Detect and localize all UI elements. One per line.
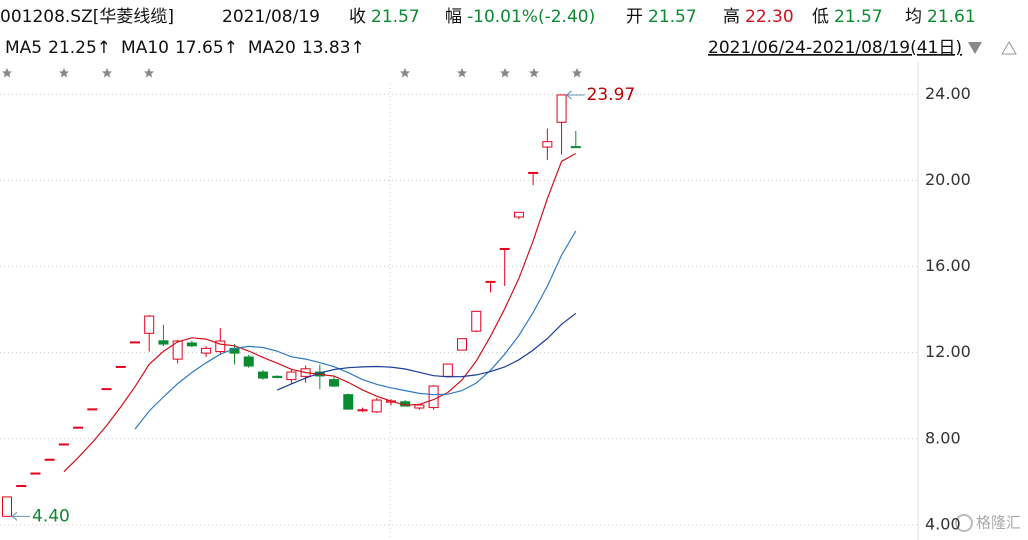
candle-body	[215, 340, 226, 353]
candle-body	[442, 363, 453, 377]
legend-name: MA10	[121, 38, 169, 58]
candle-body	[201, 347, 212, 354]
settings-icon[interactable]	[1001, 41, 1017, 55]
y-tick-label: 16.00	[925, 256, 971, 275]
y-tick-label: 20.00	[925, 170, 971, 189]
ma-line	[63, 152, 577, 473]
legend-value: 13.83↑	[302, 38, 365, 58]
candle-body	[457, 338, 468, 351]
info-value: 21.61	[927, 7, 976, 27]
candle-body	[542, 141, 553, 148]
info-value: 21.57	[834, 7, 883, 27]
info-value: 22.30	[745, 7, 794, 27]
candle-body	[414, 404, 425, 409]
ma-line	[276, 312, 577, 391]
legend-name: MA20	[248, 38, 296, 58]
candle-body	[570, 146, 581, 149]
info-label: 高	[723, 7, 740, 27]
y-tick-label: 12.00	[925, 342, 971, 361]
candle-body	[485, 280, 496, 283]
candle-body	[513, 211, 524, 218]
candle-body	[115, 365, 126, 368]
candle-body	[58, 443, 69, 446]
y-tick-label: 24.00	[925, 84, 971, 103]
annotation-label: 23.97	[587, 85, 636, 105]
info-label: 幅	[445, 7, 462, 27]
candle-body	[329, 379, 340, 387]
event-stars	[2, 68, 582, 78]
watermark: 格隆汇	[955, 514, 1021, 532]
candle-body	[556, 94, 567, 123]
stock-code: 001208.SZ[华菱线缆]	[0, 7, 174, 27]
info-label: 开	[626, 7, 643, 27]
candle-body	[257, 371, 268, 379]
candle-body	[343, 394, 354, 410]
candle-body	[87, 408, 98, 411]
candle-body	[357, 409, 368, 412]
info-label: 均	[905, 7, 922, 27]
annotation-arrowhead	[565, 90, 572, 100]
legend-name: MA5	[5, 38, 42, 58]
candle-body	[272, 375, 283, 378]
candle-body	[371, 399, 382, 413]
candle-body	[158, 340, 169, 345]
candle-body	[101, 388, 112, 391]
candle-body	[428, 385, 439, 409]
info-label: 收	[349, 7, 366, 27]
legend-value: 21.25↑	[48, 38, 111, 58]
date: 2021/08/19	[222, 7, 320, 27]
candle-body	[73, 426, 84, 429]
annotation-arrowhead	[11, 511, 18, 521]
candle-body	[172, 340, 183, 360]
info-value: 21.57	[371, 7, 420, 27]
candle-body	[528, 171, 539, 174]
candle-body	[471, 310, 482, 332]
ma-line	[134, 230, 577, 430]
candle-body	[44, 458, 55, 461]
candle-body	[243, 356, 254, 367]
annotation-label: 4.40	[32, 506, 70, 526]
legend-value: 17.65↑	[175, 38, 238, 58]
candle-body	[16, 485, 27, 488]
info-label: 低	[812, 7, 829, 27]
candle-body	[499, 247, 510, 250]
candle-body	[2, 496, 12, 517]
candle-body	[144, 315, 155, 334]
watermark-text: 格隆汇	[976, 514, 1021, 532]
candle-body	[186, 342, 197, 347]
info-value: -10.01%(-2.40)	[467, 7, 595, 27]
candle-body	[30, 472, 41, 475]
y-tick-label: 8.00	[925, 428, 961, 447]
candle-body	[286, 371, 297, 381]
dropdown-icon[interactable]	[968, 42, 982, 54]
date-range[interactable]: 2021/06/24-2021/08/19(41日)	[708, 38, 962, 58]
candle-body	[129, 341, 140, 344]
y-tick-label: 4.00	[925, 514, 961, 533]
info-value: 21.57	[648, 7, 697, 27]
